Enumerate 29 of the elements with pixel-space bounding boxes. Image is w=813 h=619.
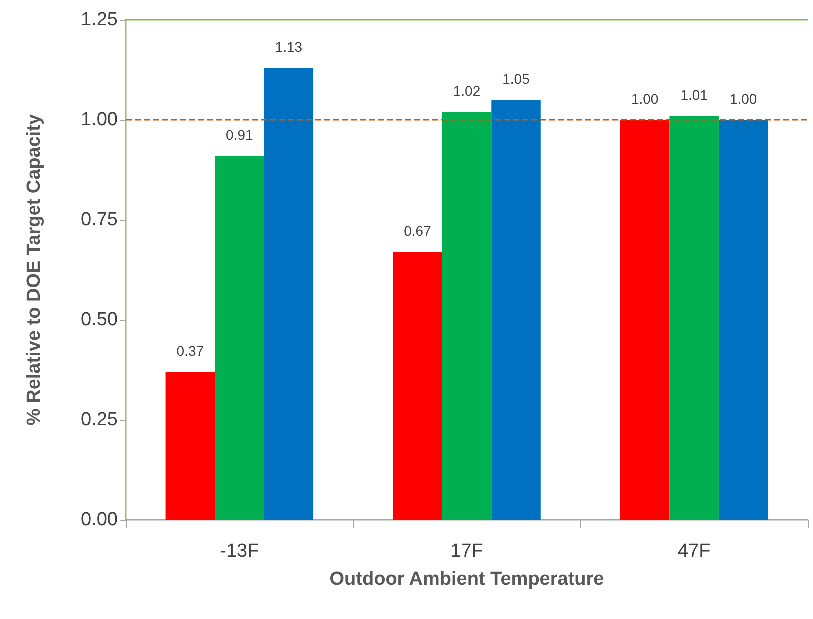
text: 0.75 <box>81 210 118 230</box>
text: 0.50 <box>81 310 118 330</box>
data-label: 1.05 <box>502 71 530 87</box>
bar <box>393 252 442 520</box>
bar <box>718 120 768 520</box>
text: 1.00 <box>81 110 118 130</box>
bar <box>620 120 670 520</box>
x-tick-label: 47F <box>678 541 711 562</box>
text: 1.25 <box>81 10 118 30</box>
bar <box>670 116 719 520</box>
bar <box>264 68 314 520</box>
data-label: 1.01 <box>680 87 708 103</box>
data-label: 1.13 <box>275 39 303 55</box>
x-tick-label: 17F <box>450 541 484 562</box>
x-axis-title: Outdoor Ambient Temperature <box>330 569 604 590</box>
data-label: 1.00 <box>730 91 758 107</box>
x-tick-label: -13F <box>220 541 260 562</box>
data-label: 1.02 <box>453 83 481 99</box>
bar <box>166 372 216 520</box>
data-label: 0.91 <box>226 127 254 143</box>
bar <box>492 100 541 520</box>
data-label: 0.37 <box>176 343 204 359</box>
data-label: 1.00 <box>631 91 659 107</box>
text: 0.00 <box>81 510 118 530</box>
bar <box>442 112 492 520</box>
data-label: 0.67 <box>404 223 432 239</box>
bar <box>215 156 264 520</box>
text: 0.25 <box>81 410 118 430</box>
y-axis-title: % Relative to DOE Target Capacity <box>24 114 45 426</box>
